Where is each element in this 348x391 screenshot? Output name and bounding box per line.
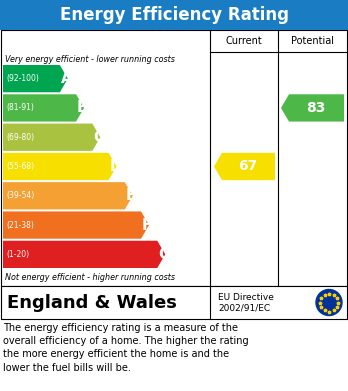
Polygon shape bbox=[3, 241, 165, 268]
Text: (39-54): (39-54) bbox=[6, 191, 34, 200]
Text: England & Wales: England & Wales bbox=[7, 294, 177, 312]
Text: A: A bbox=[61, 71, 73, 86]
Text: Potential: Potential bbox=[291, 36, 334, 46]
Text: (69-80): (69-80) bbox=[6, 133, 34, 142]
Text: D: D bbox=[110, 159, 122, 174]
Bar bbox=[0, 0, 348, 30]
Polygon shape bbox=[3, 212, 149, 239]
Polygon shape bbox=[3, 124, 100, 151]
Text: E: E bbox=[126, 188, 136, 203]
Bar bbox=[1, 286, 347, 319]
Text: C: C bbox=[93, 130, 104, 145]
Circle shape bbox=[316, 289, 342, 316]
Text: (21-38): (21-38) bbox=[6, 221, 34, 230]
Text: Current: Current bbox=[226, 36, 262, 46]
Text: EU Directive
2002/91/EC: EU Directive 2002/91/EC bbox=[218, 293, 274, 312]
Text: (1-20): (1-20) bbox=[6, 250, 29, 259]
Polygon shape bbox=[3, 65, 68, 92]
Polygon shape bbox=[3, 94, 84, 122]
Text: (81-91): (81-91) bbox=[6, 104, 34, 113]
Text: 83: 83 bbox=[306, 101, 325, 115]
Polygon shape bbox=[3, 153, 117, 180]
Polygon shape bbox=[3, 182, 133, 210]
Text: The energy efficiency rating is a measure of the
overall efficiency of a home. T: The energy efficiency rating is a measur… bbox=[3, 323, 248, 373]
Text: G: G bbox=[158, 247, 171, 262]
Polygon shape bbox=[214, 153, 275, 180]
Text: (55-68): (55-68) bbox=[6, 162, 34, 171]
Text: Very energy efficient - lower running costs: Very energy efficient - lower running co… bbox=[5, 56, 175, 65]
Text: 67: 67 bbox=[238, 160, 257, 174]
Text: Energy Efficiency Rating: Energy Efficiency Rating bbox=[60, 6, 288, 24]
Text: Not energy efficient - higher running costs: Not energy efficient - higher running co… bbox=[5, 273, 175, 283]
Text: B: B bbox=[77, 100, 89, 115]
Polygon shape bbox=[281, 94, 344, 122]
Text: F: F bbox=[142, 217, 152, 233]
Bar bbox=[1, 30, 347, 286]
Text: (92-100): (92-100) bbox=[6, 74, 39, 83]
